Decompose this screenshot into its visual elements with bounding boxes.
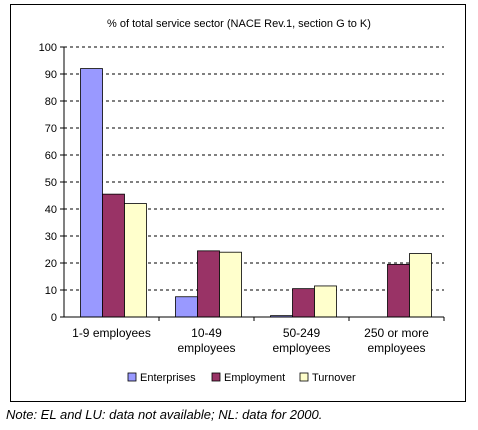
legend-label-enterprises: Enterprises: [140, 372, 196, 384]
bar-chart: 0 10 20 30 40 50 60 70 80 90 100 1-9 employees 10-49…: [39, 42, 445, 384]
y-tick-label: 40: [45, 204, 57, 216]
x-tick-label: 250 or more: [364, 326, 429, 340]
bars: [80, 68, 432, 318]
x-tick-label: 50-249: [283, 326, 321, 340]
footnote: Note: EL and LU: data not available; NL:…: [6, 407, 323, 422]
bar-enterprises: [80, 68, 103, 318]
x-tick-label: 1-9 employees: [72, 326, 151, 340]
y-tick-label: 30: [45, 231, 57, 243]
bar-employment: [387, 263, 410, 318]
y-tick-label: 100: [39, 42, 57, 54]
tick-labels: 0 10 20 30 40 50 60 70 80 90 100 1-9 employees 10-49…: [39, 42, 430, 355]
y-tick-label: 0: [51, 312, 57, 324]
bar-turnover: [219, 251, 242, 318]
legend-swatch-employment: [211, 372, 221, 382]
bar-employment: [102, 193, 125, 318]
x-tick-label: employees: [367, 341, 425, 355]
bar-employment: [292, 288, 315, 318]
y-tick-label: 90: [45, 69, 57, 81]
legend-label-turnover: Turnover: [312, 372, 356, 384]
y-tick-label: 80: [45, 96, 57, 108]
legend-swatch-turnover: [299, 372, 309, 382]
bar-enterprises: [175, 296, 198, 318]
y-tick-label: 10: [45, 285, 57, 297]
bar-turnover: [314, 285, 337, 318]
y-tick-label: 70: [45, 123, 57, 135]
axes: [60, 46, 445, 321]
bar-employment: [197, 250, 220, 318]
x-tick-label: 10-49: [191, 326, 222, 340]
chart-title: % of total service sector (NACE Rev.1, s…: [107, 18, 371, 30]
legend-label-employment: Employment: [224, 372, 285, 384]
chart-frame: % of total service sector (NACE Rev.1, s…: [10, 4, 466, 402]
y-tick-label: 60: [45, 150, 57, 162]
legend: Enterprises Employment Turnover: [127, 372, 356, 384]
bar-turnover: [409, 253, 432, 318]
legend-swatch-enterprises: [127, 372, 137, 382]
bar-turnover: [124, 203, 147, 318]
y-tick-label: 50: [45, 177, 57, 189]
y-tick-label: 20: [45, 258, 57, 270]
x-tick-label: employees: [272, 341, 330, 355]
x-tick-label: employees: [177, 341, 235, 355]
